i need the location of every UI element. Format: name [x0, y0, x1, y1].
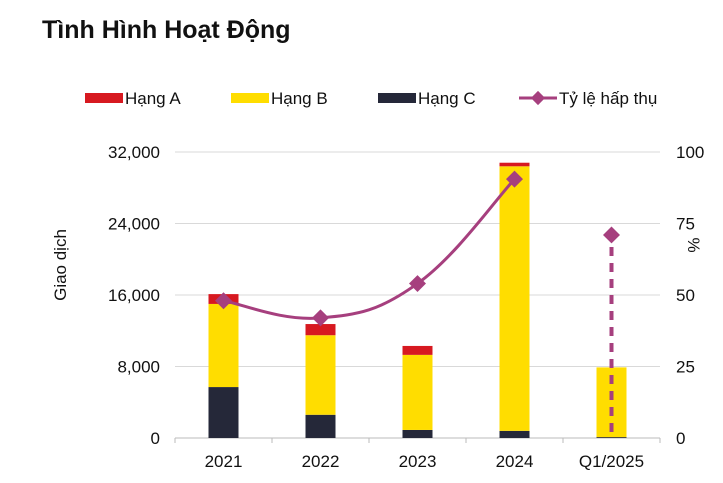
legend: Hạng A Hạng B Hạng C Tỷ lệ hấp thụ: [85, 89, 657, 108]
legend-label: Hạng C: [418, 89, 476, 108]
y-right-tick-label: 100: [676, 143, 704, 162]
bar-hạng-c: [208, 387, 239, 438]
bar-hạng-c: [596, 437, 627, 438]
y-tick-label: 8,000: [117, 358, 160, 377]
line-marker: [215, 292, 232, 310]
bar-hạng-a: [402, 345, 433, 355]
x-tick-label: 2021: [205, 452, 243, 471]
bars: [208, 162, 627, 438]
y-tick-label: 24,000: [108, 215, 160, 234]
line-marker: [603, 226, 620, 244]
line-path: [223, 178, 516, 320]
bar-hạng-b: [305, 335, 336, 415]
y-right-tick-label: 50: [676, 286, 695, 305]
axes: 0 8,000 16,000 24,000 32,000 0 25 50 75 100 2021 20…: [108, 143, 704, 471]
line-marker: [409, 275, 426, 293]
bar-hạng-c: [402, 429, 433, 438]
bar-hạng-b: [208, 303, 239, 388]
y-tick-label: 32,000: [108, 143, 160, 162]
bar-hạng-b: [402, 354, 433, 430]
x-tick-label: 2023: [399, 452, 437, 471]
line-series: [215, 170, 620, 436]
y-axis-label: Giao dịch: [51, 229, 70, 301]
x-tick-label: 2022: [302, 452, 340, 471]
legend-swatch: [85, 93, 123, 103]
line-marker: [506, 170, 523, 188]
line-marker: [312, 309, 329, 327]
bar-hạng-a: [499, 162, 530, 167]
legend-swatch: [231, 93, 269, 103]
x-tick-label: 2024: [496, 452, 534, 471]
y-right-tick-label: 25: [676, 358, 695, 377]
bar-hạng-c: [305, 414, 336, 438]
legend-label: Tỷ lệ hấp thụ: [559, 89, 657, 108]
legend-swatch: [378, 93, 416, 103]
y-right-tick-label: 0: [676, 429, 685, 448]
bar-hạng-a: [305, 324, 336, 336]
legend-label: Hạng A: [125, 89, 181, 108]
y-tick-label: 16,000: [108, 286, 160, 305]
x-tick-label: Q1/2025: [579, 452, 644, 471]
y-right-tick-label: 75: [676, 215, 695, 234]
y-axis-right-label: %: [684, 237, 703, 252]
legend-marker: [530, 90, 546, 106]
legend-label: Hạng B: [271, 89, 328, 108]
bar-hạng-c: [499, 430, 530, 438]
chart-title: Tình Hình Hoạt Động: [42, 16, 291, 44]
y-tick-label: 0: [151, 429, 160, 448]
bar-hạng-b: [499, 166, 530, 431]
